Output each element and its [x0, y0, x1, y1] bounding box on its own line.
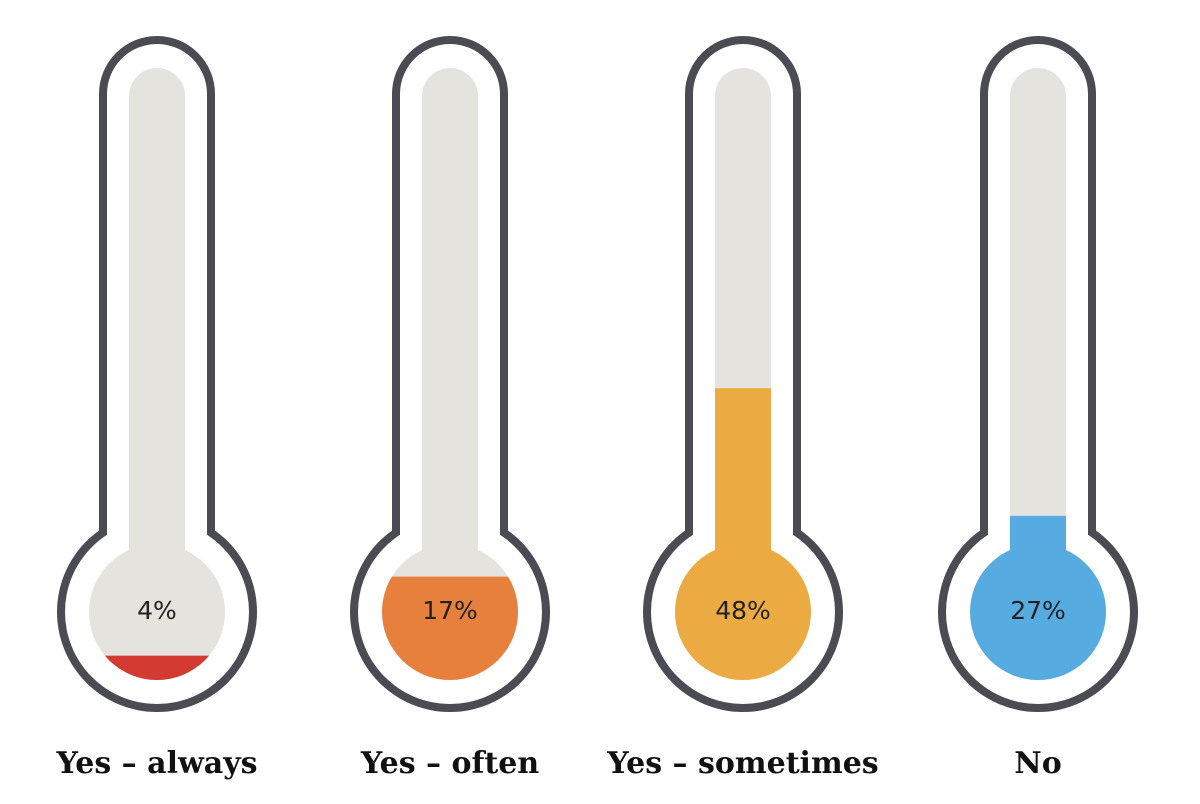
category-label: Yes – always: [55, 746, 257, 781]
category-label: Yes – often: [360, 746, 540, 781]
value-label: 4%: [137, 596, 177, 625]
thermometer: [350, 36, 550, 712]
value-label: 27%: [1010, 596, 1066, 625]
thermometer: [57, 36, 257, 712]
value-label: 17%: [422, 596, 478, 625]
tube: [129, 68, 185, 612]
tube: [1010, 68, 1066, 612]
thermometer: [643, 36, 843, 712]
category-label: Yes – sometimes: [606, 746, 878, 781]
value-label: 48%: [715, 596, 771, 625]
category-label: No: [1014, 746, 1061, 781]
tube: [89, 544, 225, 680]
thermometer: [938, 36, 1138, 712]
tube: [422, 68, 478, 612]
